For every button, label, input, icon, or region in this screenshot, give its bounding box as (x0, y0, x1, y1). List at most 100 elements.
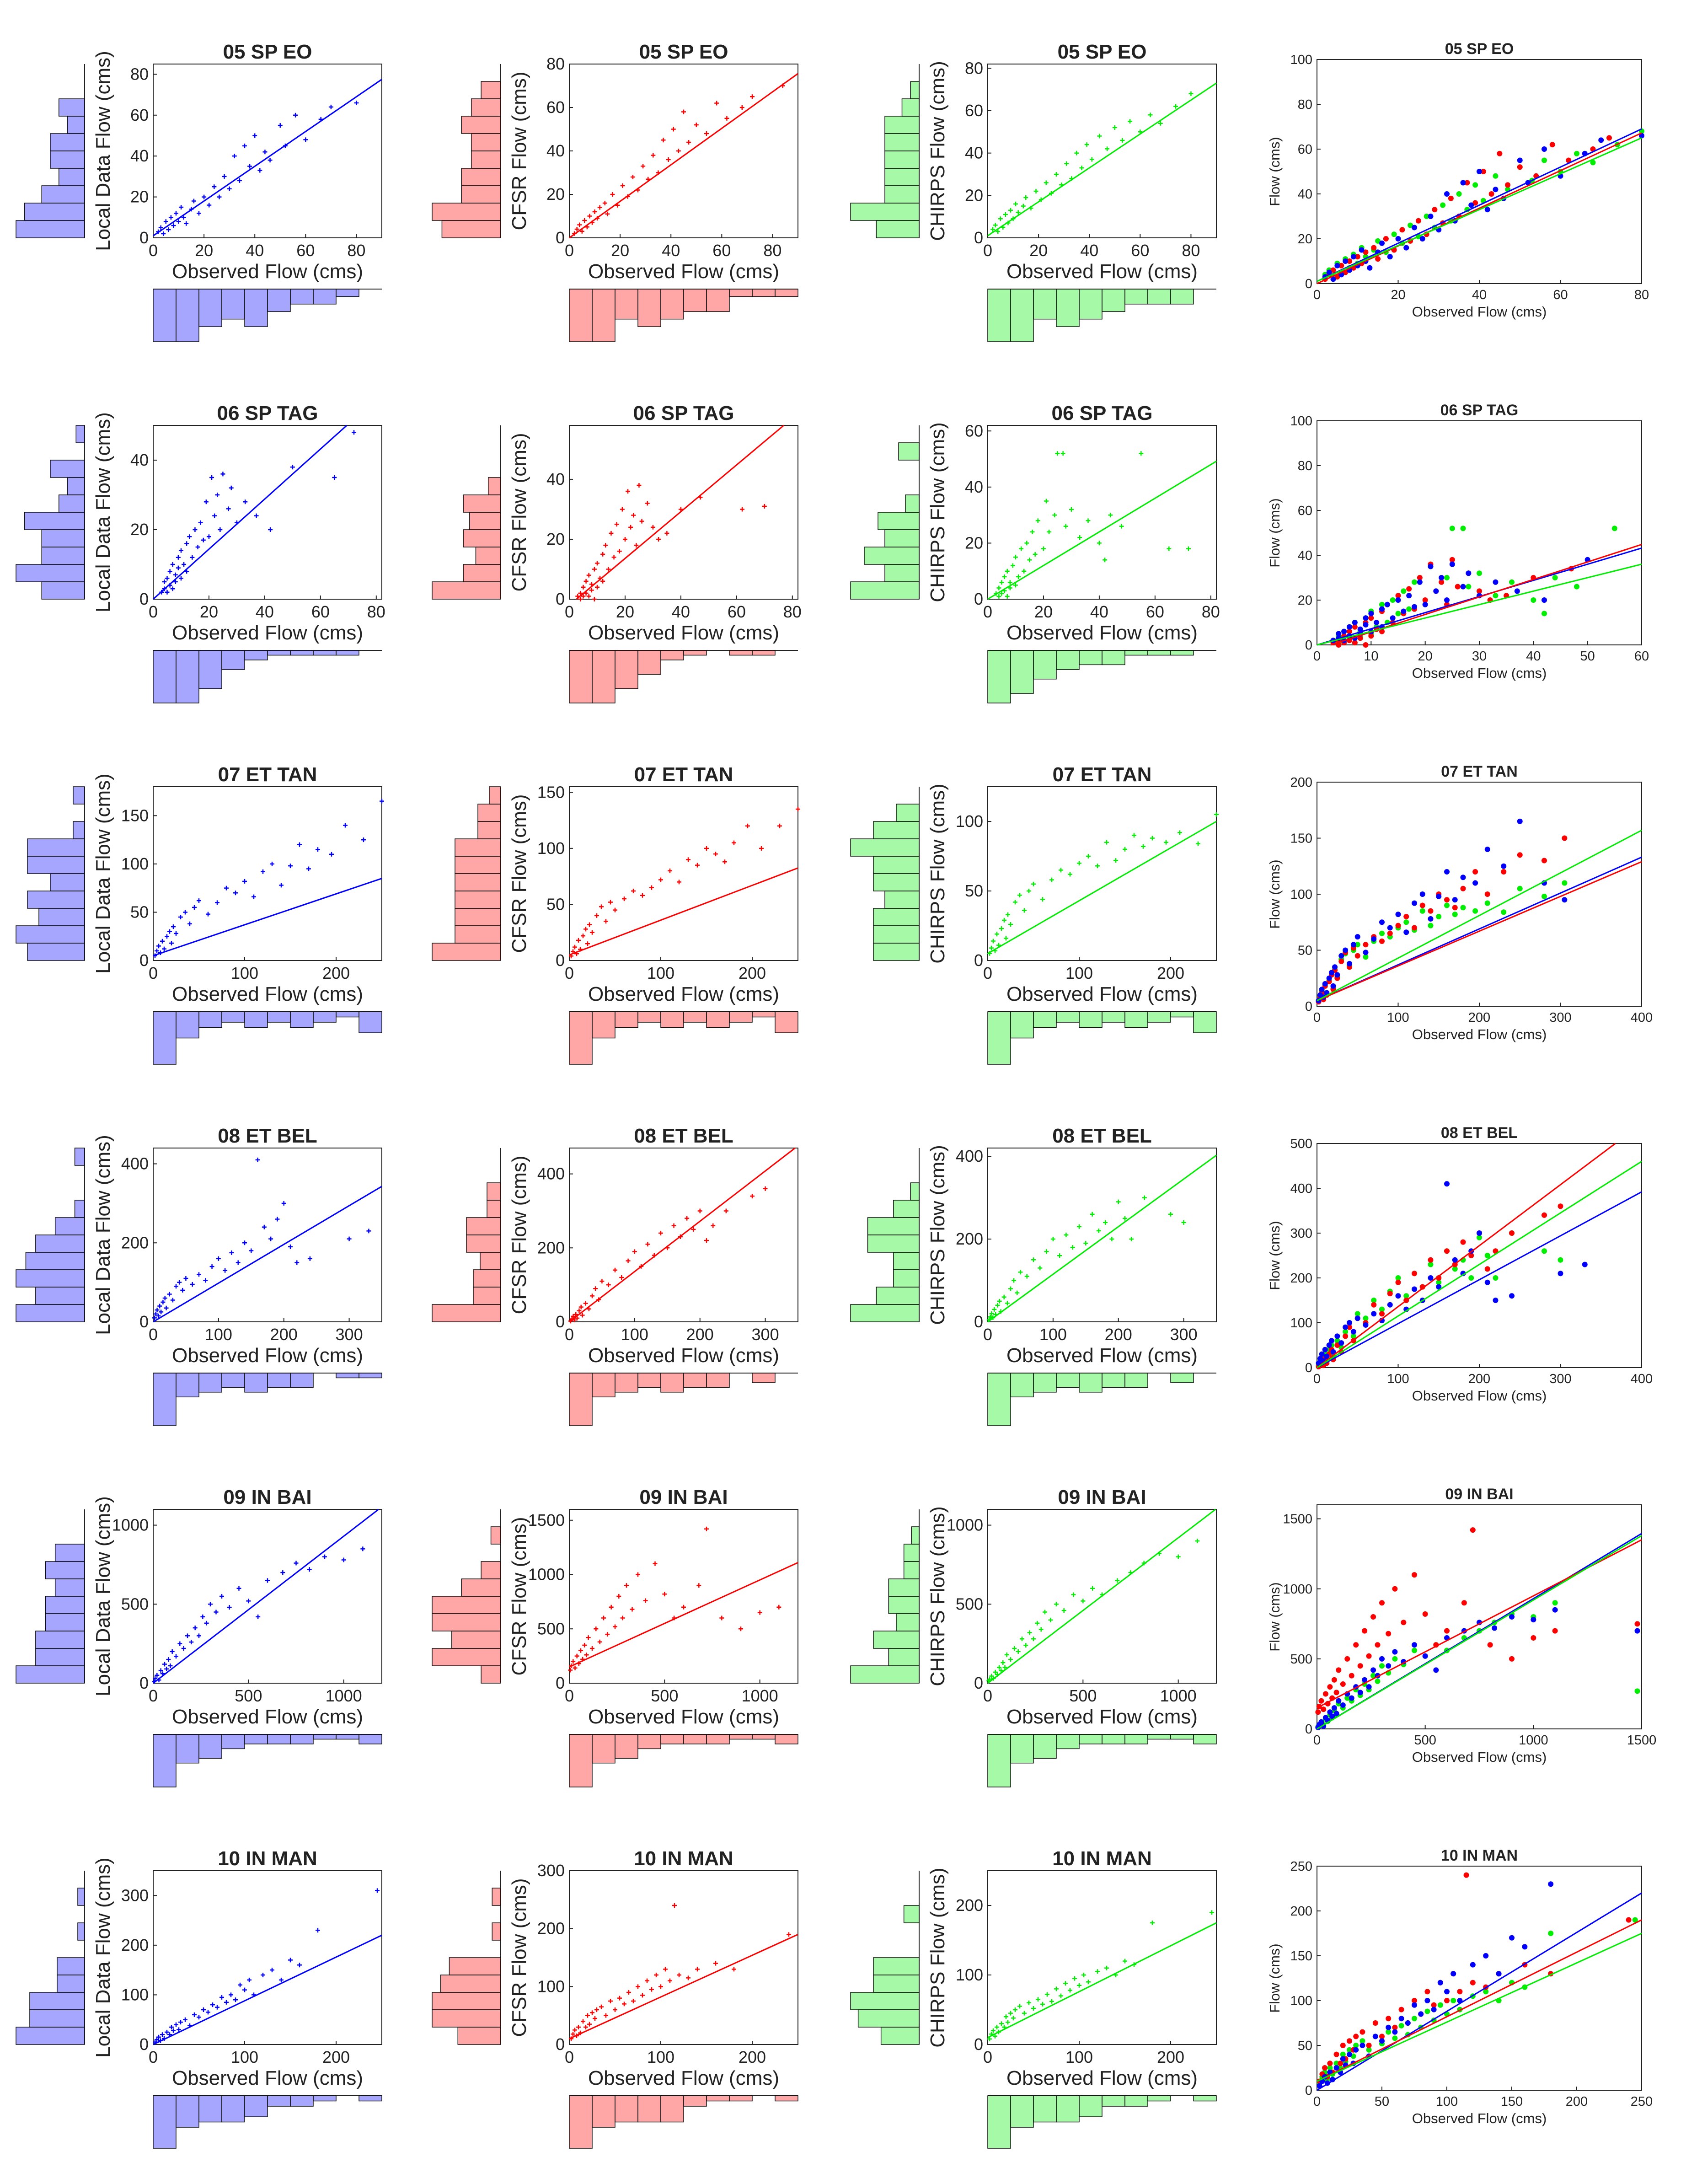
x-tick-label: 100 (621, 1325, 648, 1344)
y-tick-label: 500 (956, 1594, 983, 1613)
panel-title: 10 IN MAN (1052, 1847, 1152, 1870)
data-point (1079, 166, 1084, 171)
data-point-cfsr (1327, 2061, 1333, 2066)
data-point-cfsr (1419, 902, 1425, 908)
data-point (1095, 1969, 1100, 1974)
data-point (174, 1284, 178, 1289)
data-point-local (1359, 247, 1365, 253)
data-point-cfsr (1399, 227, 1405, 233)
data-point-local (1531, 1617, 1536, 1623)
x-tick-label: 80 (1182, 241, 1200, 260)
data-point (594, 1626, 599, 1631)
data-point-chirps (1517, 885, 1523, 891)
data-point (609, 1604, 614, 1610)
x-tick-label: 300 (1549, 1372, 1571, 1386)
data-point (762, 504, 767, 509)
data-point (219, 1594, 224, 1599)
histogram-bar-simulated (59, 168, 85, 186)
x-tick-label: 1500 (1627, 1733, 1657, 1748)
data-point (190, 1282, 195, 1287)
histogram-bar-observed (1079, 650, 1103, 665)
fit-line (153, 1186, 382, 1323)
histogram-bar-observed (1056, 289, 1080, 327)
data-point-local (1558, 1271, 1563, 1277)
histogram-bar-simulated (893, 1252, 920, 1270)
data-point-cfsr (1472, 869, 1478, 875)
data-point-local (1444, 1989, 1450, 1995)
data-point (580, 1657, 585, 1662)
data-point-local (1340, 2056, 1346, 2062)
plot-frame (153, 1148, 382, 1322)
data-point (571, 949, 575, 954)
fit-line-chirps (1317, 830, 1642, 1002)
histogram-bar-observed (359, 1011, 382, 1033)
data-point-local (1493, 579, 1499, 585)
data-point (180, 1288, 185, 1293)
histogram-bar-simulated (29, 2009, 85, 2028)
fit-line (987, 82, 1217, 236)
histogram-bar-simulated (77, 1888, 85, 1906)
data-point (1013, 201, 1018, 206)
data-point (1016, 574, 1021, 579)
data-point (255, 1157, 260, 1162)
data-point (170, 1298, 175, 1303)
data-point (600, 579, 605, 584)
data-point-cfsr (1403, 914, 1409, 919)
data-point (152, 1315, 157, 1320)
data-point-local (1329, 1713, 1335, 1719)
panel-title: 05 SP EO (1445, 40, 1514, 58)
data-point-cfsr (1347, 628, 1352, 634)
data-point (184, 221, 189, 226)
data-point (155, 948, 159, 953)
fit-line-cfsr (1317, 861, 1642, 1002)
data-point (658, 877, 663, 882)
data-point (697, 1208, 702, 1213)
x-axis-label: Observed Flow (cms) (588, 622, 779, 644)
x-tick-label: 80 (763, 241, 781, 260)
data-point (166, 1657, 171, 1662)
histogram-bar-simulated (45, 1596, 85, 1614)
data-point-cfsr (1468, 1253, 1474, 1258)
data-point-chirps (1558, 1257, 1563, 1263)
data-point-local (1460, 1271, 1466, 1277)
histogram-bar-simulated (471, 98, 501, 117)
data-point-local (1509, 1293, 1515, 1299)
data-point (568, 1668, 573, 1673)
x-tick-label: 300 (752, 1325, 779, 1344)
data-point (201, 537, 206, 542)
y-axis-label: Flow (cms) (1267, 1221, 1283, 1290)
data-point (181, 215, 186, 220)
histogram-bar-simulated (432, 581, 501, 600)
y-tick-label: 1000 (1283, 1582, 1312, 1597)
data-point (184, 541, 189, 546)
data-point (1090, 1586, 1095, 1591)
data-point (270, 861, 274, 866)
data-point (202, 194, 207, 199)
x-tick-label: 250 (1631, 2094, 1653, 2109)
data-point (193, 1626, 198, 1631)
histogram-bar-observed (176, 650, 199, 703)
data-point (192, 2012, 197, 2017)
histogram-bar-simulated (487, 477, 501, 495)
histogram-bar-observed (615, 289, 638, 320)
data-point (1059, 868, 1063, 873)
y-tick-label: 40 (1298, 187, 1312, 202)
y-tick-label: 0 (1305, 999, 1312, 1014)
data-point (600, 552, 605, 557)
x-tick-label: 200 (322, 964, 350, 982)
data-point-local (1412, 1286, 1417, 1292)
histogram-bar-observed (752, 650, 776, 656)
data-point (187, 921, 192, 926)
data-point-chirps (1403, 919, 1409, 925)
data-point-cfsr (1428, 1257, 1434, 1263)
data-point-local (1460, 875, 1466, 880)
data-point-local (1484, 847, 1490, 852)
data-point-local (1412, 900, 1417, 906)
x-axis-label: Observed Flow (cms) (1412, 1388, 1547, 1404)
histogram-bar-simulated (16, 1665, 85, 1684)
data-point (1196, 841, 1200, 846)
data-point-local (1395, 597, 1401, 603)
data-point (1028, 206, 1033, 211)
